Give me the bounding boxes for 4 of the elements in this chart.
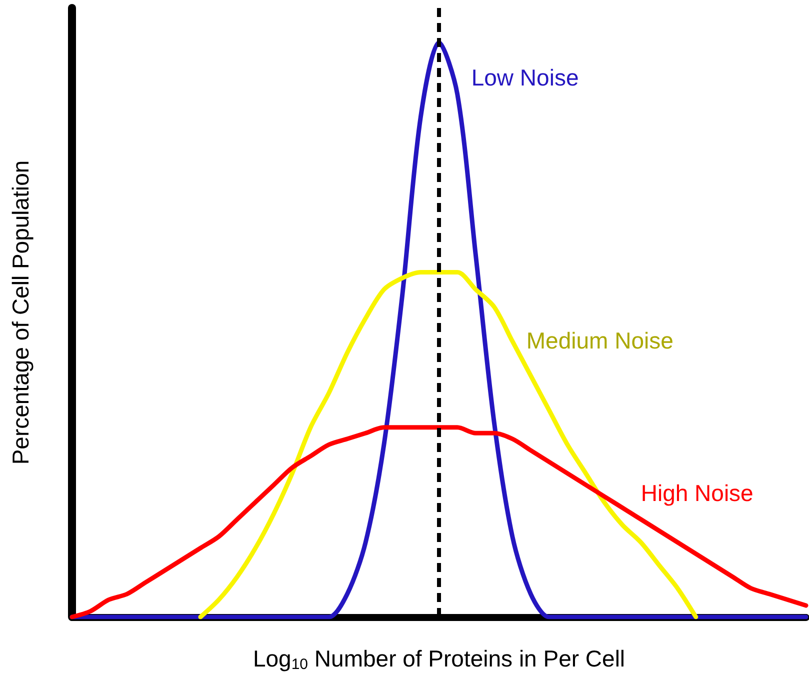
y-axis-title: Percentage of Cell Population bbox=[8, 160, 34, 465]
series-label: Medium Noise bbox=[526, 328, 674, 354]
series-label: High Noise bbox=[640, 480, 754, 506]
series-label: Low Noise bbox=[471, 64, 579, 91]
